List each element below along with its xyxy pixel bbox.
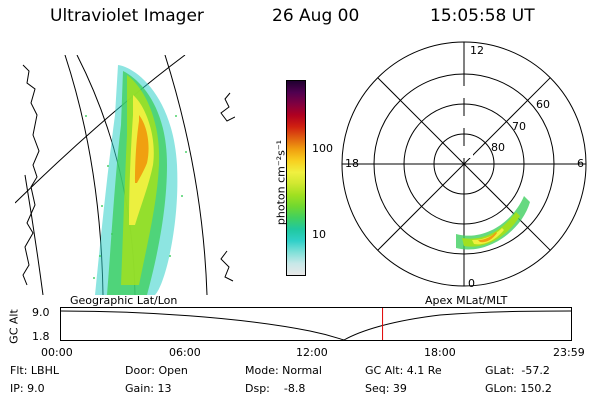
time-tick-4: 23:59 bbox=[553, 346, 585, 359]
mlt-label-top: 12 bbox=[470, 44, 484, 57]
mlt-label-right: 6 bbox=[577, 157, 584, 170]
glon-info: GLon: 150.2 bbox=[485, 382, 552, 395]
colorbar-tick-100: 100 bbox=[312, 142, 333, 155]
aurora-emission bbox=[95, 65, 178, 295]
coastline-lower bbox=[220, 250, 234, 282]
glat-info: GLat: -57.2 bbox=[485, 364, 550, 377]
geographic-caption: Geographic Lat/Lon bbox=[70, 294, 178, 307]
altitude-tick-low: 1.8 bbox=[32, 330, 50, 343]
lat-label-60: 60 bbox=[536, 98, 550, 111]
lat-label-70: 70 bbox=[512, 120, 526, 133]
altitude-curve bbox=[60, 310, 572, 341]
grid-line bbox=[24, 174, 44, 295]
time-tick-3: 18:00 bbox=[424, 346, 456, 359]
door-info: Door: Open bbox=[125, 364, 188, 377]
mlt-label-left: 18 bbox=[345, 157, 359, 170]
seq-info: Seq: 39 bbox=[365, 382, 407, 395]
polar-aurora bbox=[456, 196, 530, 250]
mlt-axis-diag bbox=[377, 77, 551, 251]
altitude-tick-high: 9.0 bbox=[32, 306, 50, 319]
time-label: 15:05:58 UT bbox=[430, 6, 535, 26]
time-tick-0: 00:00 bbox=[41, 346, 73, 359]
apex-caption: Apex MLat/MLT bbox=[425, 294, 508, 307]
coastline-island bbox=[220, 92, 235, 122]
date-label: 26 Aug 00 bbox=[272, 6, 360, 26]
lat-label-80: 80 bbox=[491, 141, 505, 154]
geographic-image bbox=[15, 55, 235, 295]
time-tick-1: 06:00 bbox=[169, 346, 201, 359]
gc-alt-info: GC Alt: 4.1 Re bbox=[365, 364, 442, 377]
altitude-plot bbox=[60, 307, 572, 341]
colorbar-unit-label: photon cm⁻²s⁻¹ bbox=[274, 139, 288, 226]
grid-line bbox=[164, 55, 208, 295]
altitude-axis-label: GC Alt bbox=[7, 309, 21, 344]
time-tick-2: 12:00 bbox=[296, 346, 328, 359]
gain-info: Gain: 13 bbox=[125, 382, 172, 395]
instrument-title: Ultraviolet Imager bbox=[50, 6, 204, 26]
mlt-label-bottom: 0 bbox=[468, 277, 475, 290]
polar-plot bbox=[341, 41, 587, 287]
grid-line bbox=[15, 55, 186, 204]
colorbar bbox=[286, 80, 306, 276]
colorbar-tick-10: 10 bbox=[312, 228, 326, 241]
noise-speckle bbox=[85, 115, 187, 279]
filter-info: Flt: LBHL bbox=[10, 364, 59, 377]
mode-info: Mode: Normal bbox=[245, 364, 322, 377]
coastline bbox=[22, 64, 40, 286]
dsp-info: Dsp: -8.8 bbox=[245, 382, 306, 395]
grid-line bbox=[64, 55, 104, 295]
ip-info: IP: 9.0 bbox=[10, 382, 45, 395]
